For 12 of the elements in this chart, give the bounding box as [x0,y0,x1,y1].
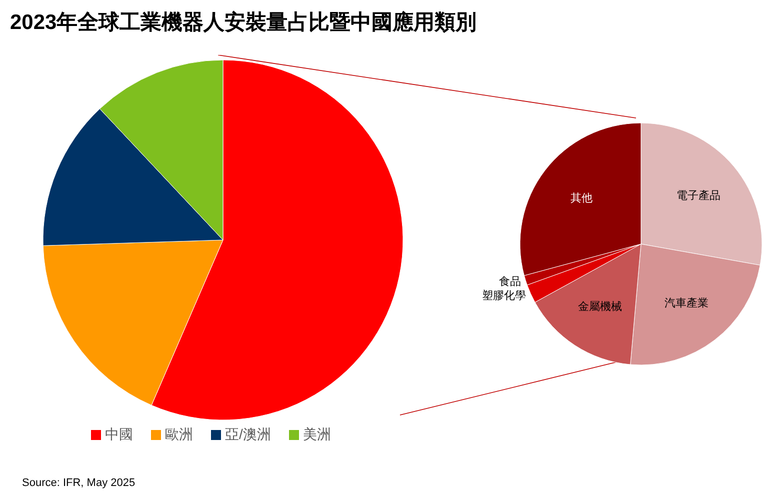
legend-label: 歐洲 [165,426,194,442]
slice-label: 金屬機械 [578,300,622,313]
slice-label: 塑膠化學 [482,288,526,302]
legend-label: 中國 [105,426,134,442]
slice-label: 汽車產業 [664,296,709,310]
slice-label: 電子產品 [676,188,720,202]
slice-label: 食品 [498,276,521,288]
slice-label: 其他 [570,191,592,204]
source-note: Source: IFR, May 2025 [22,477,136,489]
chart-title: 2023年全球工業機器人安裝量占比暨中國應用類別 [10,10,477,36]
legend-label: 亞/澳洲 [225,426,271,442]
legend-label: 美洲 [302,426,331,442]
